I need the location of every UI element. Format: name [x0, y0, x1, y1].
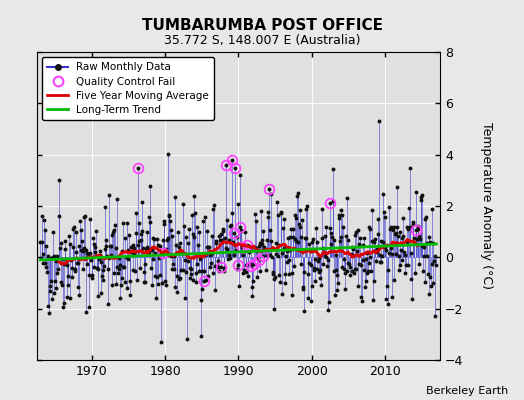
Text: TUMBARUMBA POST OFFICE: TUMBARUMBA POST OFFICE [141, 18, 383, 33]
Text: 35.772 S, 148.007 E (Australia): 35.772 S, 148.007 E (Australia) [163, 34, 361, 47]
Text: Berkeley Earth: Berkeley Earth [426, 386, 508, 396]
Y-axis label: Temperature Anomaly (°C): Temperature Anomaly (°C) [480, 122, 493, 290]
Legend: Raw Monthly Data, Quality Control Fail, Five Year Moving Average, Long-Term Tren: Raw Monthly Data, Quality Control Fail, … [42, 57, 214, 120]
